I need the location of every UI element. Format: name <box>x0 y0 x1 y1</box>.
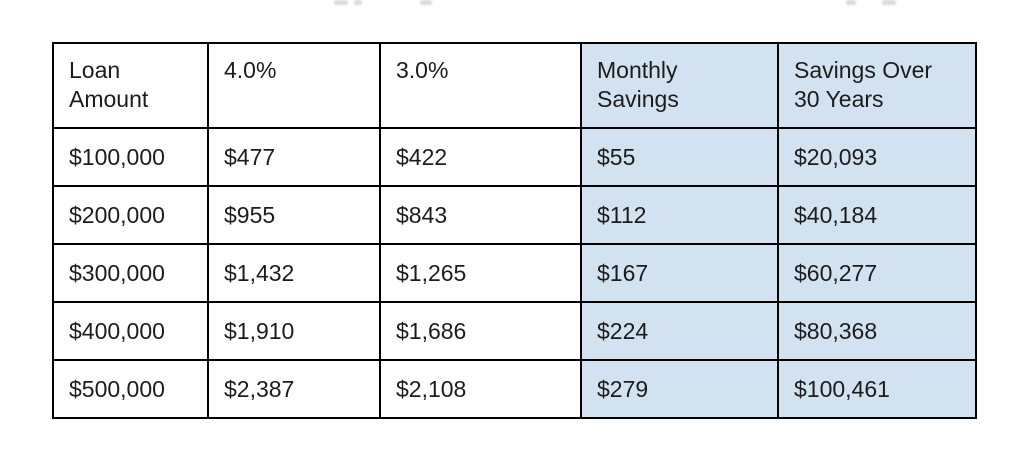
header-cell-savings-30-years: Savings Over 30 Years <box>777 42 977 129</box>
cell-savings-30-years: $40,184 <box>777 185 977 245</box>
header-cell-monthly-savings: Monthly Savings <box>580 42 779 129</box>
refinance-savings-table: Loan Amount 4.0% 3.0% Monthly Savings Sa… <box>52 42 977 419</box>
cropped-text-remnant <box>420 0 432 5</box>
table-row: $100,000 $477 $422 $55 $20,093 <box>52 127 977 187</box>
table-row: $400,000 $1,910 $1,686 $224 $80,368 <box>52 301 977 361</box>
cell-payment-3-0: $422 <box>379 127 582 187</box>
header-cell-rate-3-0: 3.0% <box>379 42 582 129</box>
cell-payment-4-0: $477 <box>207 127 381 187</box>
cell-savings-30-years: $80,368 <box>777 301 977 361</box>
cell-savings-30-years: $60,277 <box>777 243 977 303</box>
table-row: $500,000 $2,387 $2,108 $279 $100,461 <box>52 359 977 419</box>
cell-monthly-savings: $167 <box>580 243 779 303</box>
cropped-text-remnant <box>882 0 896 5</box>
cell-payment-4-0: $2,387 <box>207 359 381 419</box>
cell-monthly-savings: $224 <box>580 301 779 361</box>
header-label: Monthly Savings <box>597 57 679 113</box>
cropped-text-remnant <box>334 0 348 5</box>
cell-monthly-savings: $55 <box>580 127 779 187</box>
cell-payment-4-0: $1,432 <box>207 243 381 303</box>
cell-savings-30-years: $20,093 <box>777 127 977 187</box>
header-label: 3.0% <box>396 57 449 83</box>
cell-monthly-savings: $112 <box>580 185 779 245</box>
header-cell-loan-amount: Loan Amount <box>52 42 209 129</box>
header-cell-rate-4-0: 4.0% <box>207 42 381 129</box>
cell-loan-amount: $100,000 <box>52 127 209 187</box>
cell-loan-amount: $200,000 <box>52 185 209 245</box>
cell-payment-3-0: $2,108 <box>379 359 582 419</box>
header-label: Loan Amount <box>69 57 149 113</box>
cell-payment-3-0: $843 <box>379 185 582 245</box>
table-row: $200,000 $955 $843 $112 $40,184 <box>52 185 977 245</box>
cell-payment-3-0: $1,265 <box>379 243 582 303</box>
table-header-row: Loan Amount 4.0% 3.0% Monthly Savings Sa… <box>52 42 977 129</box>
header-label: 4.0% <box>224 57 277 83</box>
cropped-text-remnant <box>846 0 856 5</box>
cell-payment-4-0: $955 <box>207 185 381 245</box>
cell-payment-4-0: $1,910 <box>207 301 381 361</box>
cell-monthly-savings: $279 <box>580 359 779 419</box>
cell-payment-3-0: $1,686 <box>379 301 582 361</box>
cell-loan-amount: $300,000 <box>52 243 209 303</box>
cropped-text-remnant <box>354 0 362 5</box>
table-row: $300,000 $1,432 $1,265 $167 $60,277 <box>52 243 977 303</box>
cell-savings-30-years: $100,461 <box>777 359 977 419</box>
header-label: Savings Over 30 Years <box>794 57 933 113</box>
cell-loan-amount: $400,000 <box>52 301 209 361</box>
cell-loan-amount: $500,000 <box>52 359 209 419</box>
